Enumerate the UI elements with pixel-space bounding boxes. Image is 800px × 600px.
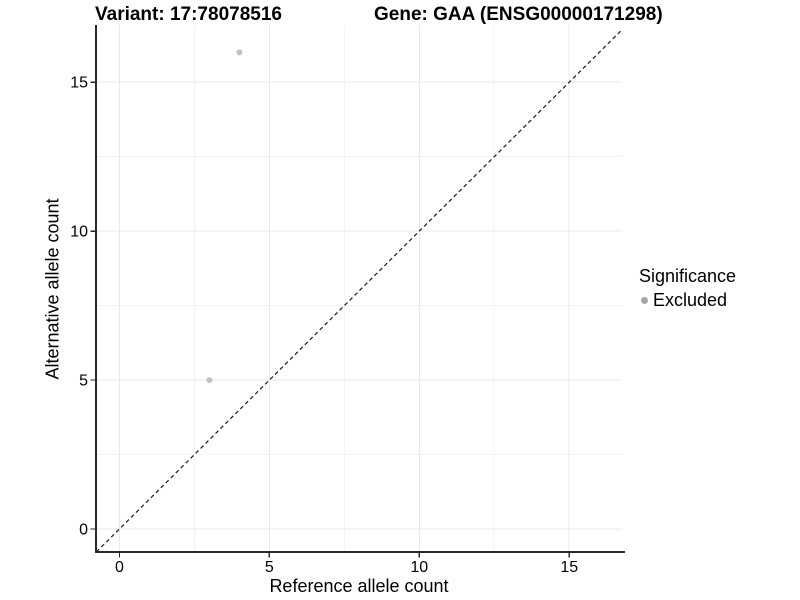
plot-title-variant: Variant: 17:78078516	[95, 4, 282, 25]
data-point	[206, 377, 213, 384]
y-tick-label: 5	[79, 373, 88, 390]
x-axis-title: Reference allele count	[269, 576, 449, 596]
data-point	[236, 49, 243, 56]
identity-reference-line	[95, 29, 623, 553]
y-tick-label: 10	[70, 224, 88, 241]
y-tick-label: 15	[70, 75, 88, 92]
legend-item-label: Excluded	[653, 289, 728, 310]
y-axis-title: Alternative allele count	[42, 198, 63, 380]
x-tick-label: 0	[115, 559, 124, 576]
x-tick-label: 10	[410, 559, 428, 576]
x-tick-label: 15	[560, 559, 578, 576]
x-tick-label: 5	[265, 559, 274, 576]
plot-title-gene: Gene: GAA (ENSG00000171298)	[374, 4, 663, 25]
legend-key-dot-icon	[641, 296, 648, 304]
legend-item-excluded: Excluded	[637, 289, 736, 311]
y-tick-label: 0	[79, 522, 88, 539]
legend-title: Significance	[639, 266, 737, 286]
legend: Significance Excluded	[637, 265, 736, 311]
